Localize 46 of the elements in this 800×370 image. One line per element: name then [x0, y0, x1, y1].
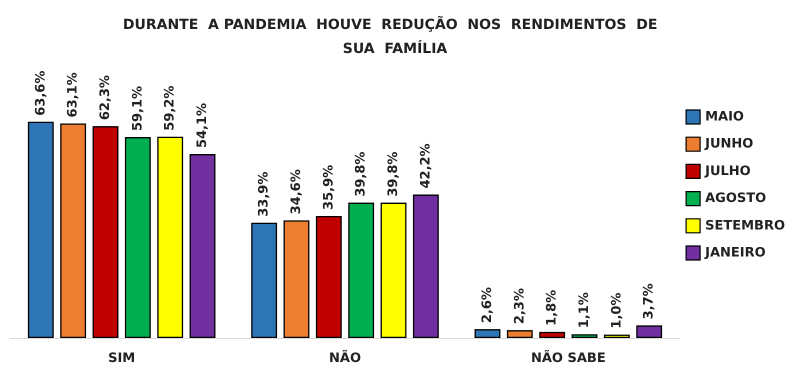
data-label: 63,6%	[33, 70, 48, 116]
bar	[251, 222, 278, 338]
bar	[474, 329, 500, 338]
bar	[539, 332, 566, 338]
legend-label: MAIO	[705, 110, 744, 124]
data-label: 59,2%	[162, 86, 178, 131]
bar	[190, 154, 216, 338]
data-label: 63,1%	[66, 72, 81, 118]
data-label: 33,9%	[256, 172, 272, 217]
legend-label: AGOSTO	[705, 191, 766, 206]
bar	[157, 136, 184, 338]
legend-label: JANEIRO	[704, 246, 766, 260]
bar	[604, 334, 630, 338]
data-label: 59,1%	[130, 86, 146, 132]
data-label: 2,3%	[512, 288, 528, 324]
bar	[316, 216, 342, 338]
bar	[506, 330, 533, 338]
bar	[28, 122, 54, 338]
x-tick-label: SIM	[108, 351, 136, 366]
bar	[348, 202, 374, 338]
data-label: 1,8%	[544, 290, 560, 326]
legend-label: JUNHO	[704, 136, 754, 152]
bar	[60, 123, 86, 338]
bar	[380, 202, 406, 338]
x-tick-label: NÃO SABE	[530, 349, 606, 366]
bar	[284, 220, 310, 338]
data-label: 34,6%	[288, 169, 304, 214]
bar	[412, 194, 439, 338]
data-label: 42,2%	[418, 143, 434, 189]
x-tick-label: NÃO	[329, 349, 361, 366]
bar	[636, 325, 662, 338]
legend-label: SETEMBRO	[705, 218, 786, 234]
data-label: 62,3%	[98, 75, 113, 120]
data-label: 1,0%	[609, 292, 624, 329]
data-label: 1,1%	[577, 292, 592, 328]
bar	[572, 334, 598, 338]
legend-label: JULHO	[704, 164, 751, 179]
bar	[92, 126, 118, 338]
data-label: 39,8%	[386, 152, 402, 197]
data-label: 35,9%	[321, 164, 336, 210]
data-label: 39,8%	[354, 152, 369, 197]
bar	[124, 137, 151, 338]
data-label: 3,7%	[642, 283, 657, 320]
data-label: 2,6%	[480, 287, 495, 324]
data-label: 54,1%	[195, 102, 210, 148]
chart-title: DURANTE A PANDEMIA HOUVE REDUÇÃO NOS RENDIMENTOS DE SUA FAMÍLIA	[122, 15, 668, 57]
